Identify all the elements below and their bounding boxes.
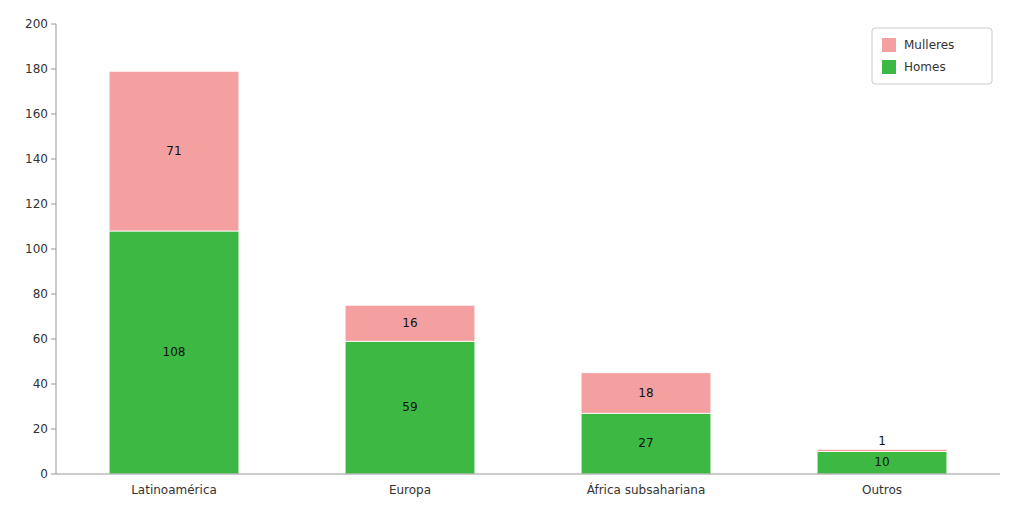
x-axis: Latinoamérica Europa África subsahariana Ou… [56,474,1000,497]
x-tick-label: Europa [389,483,431,497]
data-label: 18 [638,386,653,400]
y-tick-label: 140 [25,152,48,166]
data-label: 1 [878,434,886,448]
y-tick-label: 60 [33,332,48,346]
data-label: 16 [402,316,417,330]
y-tick [51,69,56,70]
data-label: 10 [874,455,889,469]
y-tick-label: 0 [40,467,48,481]
legend-swatch [882,38,896,52]
bar-segment [109,71,239,231]
legend-swatch [882,60,896,74]
bar-segment [345,341,475,474]
x-axis-line [56,474,1000,475]
y-tick-label: 160 [25,107,48,121]
data-label: 71 [166,144,181,158]
legend-box [872,28,992,84]
x-tick-label: África subsahariana [587,482,706,497]
y-tick-label: 20 [33,422,48,436]
y-tick [51,204,56,205]
y-tick-label: 100 [25,242,48,256]
bar-segment [817,452,947,475]
legend-label: Homes [904,60,946,74]
chart-svg: 0 20 40 60 80 100 120 140 160 180 200 108 59 27 10 71 16… [0,0,1024,518]
y-tick [51,294,56,295]
bars [109,71,947,474]
bar-segment [817,449,947,451]
y-tick-label: 180 [25,62,48,76]
y-tick [51,249,56,250]
y-axis: 0 20 40 60 80 100 120 140 160 180 200 [25,17,56,481]
chart-container: 0 20 40 60 80 100 120 140 160 180 200 108 59 27 10 71 16… [0,0,1024,518]
bar-segment [581,373,711,414]
legend: Mulleres Homes [872,28,992,84]
y-tick [51,114,56,115]
data-labels: 108 59 27 10 71 16 18 1 [163,144,890,470]
x-tick-label: Outros [862,483,902,497]
data-label: 108 [163,345,186,359]
x-tick-label: Latinoamérica [131,483,217,497]
y-tick [51,24,56,25]
y-tick [51,159,56,160]
legend-label: Mulleres [904,38,954,52]
data-label: 59 [402,400,417,414]
y-tick [51,384,56,385]
y-tick-label: 80 [33,287,48,301]
bar-segment [109,231,239,474]
data-label: 27 [638,436,653,450]
y-tick [51,474,56,475]
y-tick [51,339,56,340]
bar-segment [581,413,711,474]
y-tick-label: 40 [33,377,48,391]
y-tick [51,429,56,430]
y-tick-label: 200 [25,17,48,31]
bar-segment [345,305,475,341]
y-tick-label: 120 [25,197,48,211]
